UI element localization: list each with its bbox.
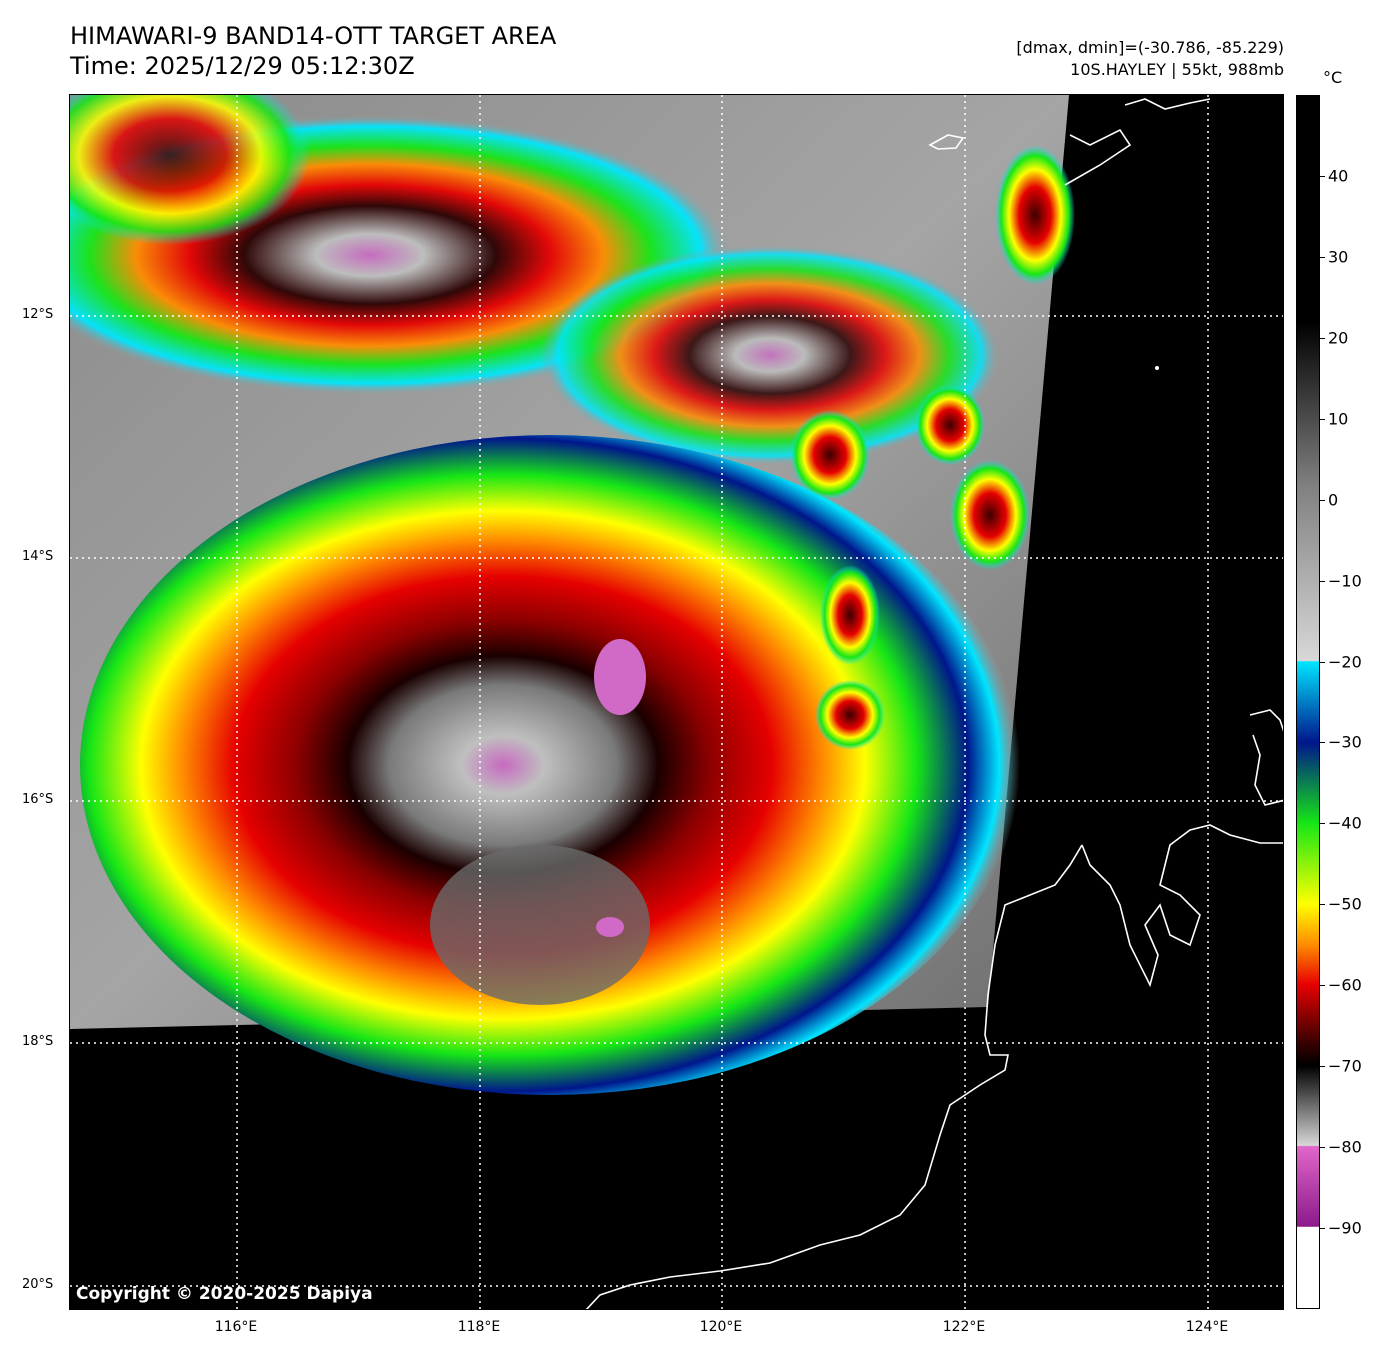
lat-label-12s: 12°S <box>22 307 54 322</box>
north-west-band <box>70 95 310 245</box>
colorbar-tick <box>1320 256 1325 258</box>
title-line2: Time: 2025/12/29 05:12:30Z <box>70 52 415 80</box>
colorbar-tick-label: −70 <box>1328 1056 1362 1076</box>
satellite-map[interactable] <box>69 94 1284 1310</box>
colorbar-tick <box>1320 742 1325 744</box>
colorbar-unit: °C <box>1323 68 1343 87</box>
north-east-band <box>540 245 1000 465</box>
colorbar-tick <box>1320 1147 1325 1149</box>
colorbar-tick-label: 20 <box>1328 328 1349 348</box>
storm-southern-core <box>430 845 650 1005</box>
colorbar-tick <box>1320 1066 1325 1068</box>
lon-label-122e: 122°E <box>942 1319 986 1335</box>
convective-cell <box>950 460 1030 570</box>
colorbar-tick-label: 0 <box>1328 490 1339 510</box>
storm-line: 10S.HAYLEY | 55kt, 988mb <box>1070 60 1284 79</box>
colorbar-tick <box>1320 580 1325 582</box>
lon-label-118e: 118°E <box>457 1319 501 1335</box>
colorbar-tick-label: −40 <box>1328 813 1362 833</box>
storm-south-overshoot <box>596 917 624 937</box>
convective-cell <box>820 565 880 665</box>
copyright-text: Copyright © 2020-2025 Dapiya <box>76 1284 373 1304</box>
map-canvas <box>70 95 1283 1309</box>
lat-label-20s: 20°S <box>22 1277 54 1292</box>
lat-label-14s: 14°S <box>22 549 54 564</box>
coastline <box>585 98 1283 1309</box>
colorbar-tick-label: −90 <box>1328 1218 1362 1238</box>
lat-label-18s: 18°S <box>22 1034 54 1049</box>
colorbar <box>1296 95 1320 1309</box>
stats-line: [dmax, dmin]=(-30.786, -85.229) <box>1016 38 1284 57</box>
colorbar-tick-label: −60 <box>1328 975 1362 995</box>
colorbar-tick-label: −20 <box>1328 652 1362 672</box>
graticule <box>70 95 1283 1309</box>
convective-cell <box>790 410 870 500</box>
colorbar-tick <box>1320 904 1325 906</box>
storm-cloud-shield <box>80 435 1020 1095</box>
storm-eye-overshoot <box>594 639 646 715</box>
colorbar-tick-label: 40 <box>1328 166 1349 186</box>
colorbar-tick-label: 30 <box>1328 247 1349 267</box>
colorbar-tick-label: −50 <box>1328 894 1362 914</box>
colorbar-tick-label: −80 <box>1328 1137 1362 1157</box>
colorbar-tick <box>1320 175 1325 177</box>
colorbar-tick-label: 10 <box>1328 409 1349 429</box>
island-marker <box>1155 366 1159 370</box>
lat-label-16s: 16°S <box>22 792 54 807</box>
colorbar-tick <box>1320 985 1325 987</box>
colorbar-tick-label: −10 <box>1328 571 1362 591</box>
convective-cell <box>995 145 1075 285</box>
lon-label-124e: 124°E <box>1185 1319 1229 1335</box>
colorbar-tick <box>1320 661 1325 663</box>
convective-cell <box>915 385 985 465</box>
colorbar-tick <box>1320 823 1325 825</box>
colorbar-tick <box>1320 337 1325 339</box>
colorbar-tick <box>1320 1228 1325 1230</box>
convective-cell <box>815 680 885 750</box>
lon-label-116e: 116°E <box>214 1319 258 1335</box>
title-line1: HIMAWARI-9 BAND14-OTT TARGET AREA <box>70 22 557 50</box>
colorbar-tick <box>1320 499 1325 501</box>
lon-label-120e: 120°E <box>699 1319 743 1335</box>
colorbar-tick <box>1320 418 1325 420</box>
colorbar-tick-label: −30 <box>1328 732 1362 752</box>
